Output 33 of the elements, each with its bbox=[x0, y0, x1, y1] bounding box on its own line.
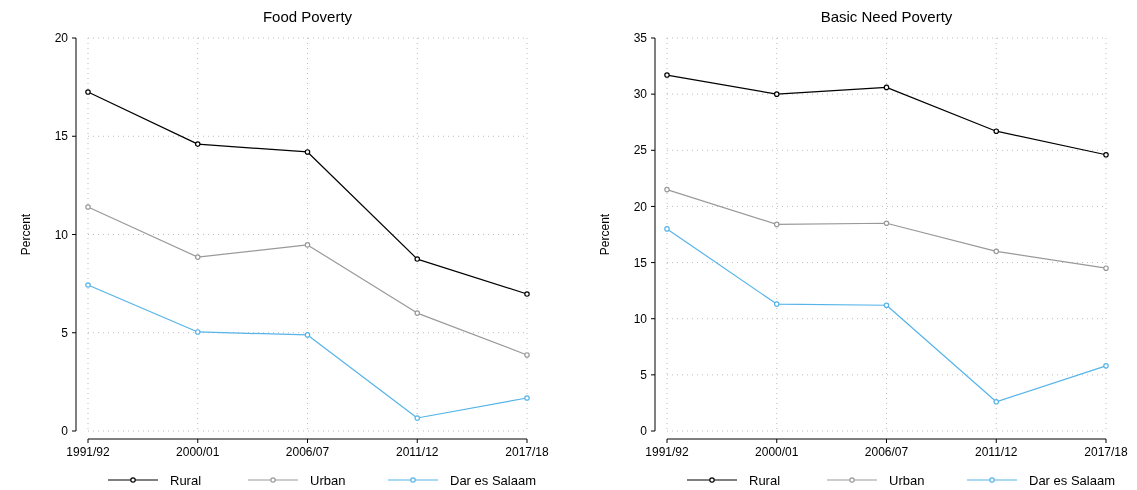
y-axis-title: Percent bbox=[19, 213, 33, 256]
y-tick-label: 20 bbox=[54, 31, 69, 46]
legend-label: Urban bbox=[889, 472, 925, 488]
x-tick-label: 1991/92 bbox=[645, 445, 690, 459]
y-tick-label: 5 bbox=[61, 325, 69, 340]
y-tick-label: 35 bbox=[633, 31, 648, 46]
x-tick-label: 2011/12 bbox=[396, 445, 439, 459]
chart-title: Basic Need Poverty bbox=[820, 8, 953, 25]
legend-label: Rural bbox=[170, 472, 202, 488]
x-tick-label: 2006/07 bbox=[864, 445, 909, 459]
x-tick-label: 2017/18 bbox=[1084, 445, 1129, 459]
x-tick-label: 2011/12 bbox=[975, 445, 1018, 459]
x-tick-label: 2006/07 bbox=[285, 445, 330, 459]
x-tick-label: 1991/92 bbox=[66, 445, 111, 459]
y-tick-label: 20 bbox=[633, 199, 648, 214]
y-axis-title: Percent bbox=[598, 213, 612, 256]
legend-label: Urban bbox=[310, 472, 346, 488]
y-tick-label: 5 bbox=[640, 368, 648, 383]
y-tick-label: 10 bbox=[54, 227, 69, 242]
y-tick-label: 0 bbox=[640, 424, 648, 439]
y-tick-label: 10 bbox=[633, 311, 648, 326]
legend-label: Dar es Salaam bbox=[450, 472, 536, 488]
y-tick-label: 15 bbox=[54, 129, 69, 144]
y-tick-label: 30 bbox=[633, 87, 648, 102]
y-tick-label: 0 bbox=[61, 424, 69, 439]
x-tick-label: 2000/01 bbox=[755, 445, 799, 459]
x-tick-label: 2017/18 bbox=[505, 445, 550, 459]
y-tick-label: 25 bbox=[633, 143, 648, 158]
x-tick-label: 2000/01 bbox=[176, 445, 220, 459]
y-tick-label: 15 bbox=[633, 255, 648, 270]
chart-title: Food Poverty bbox=[262, 8, 353, 25]
legend-label: Dar es Salaam bbox=[1029, 472, 1115, 488]
legend-label: Rural bbox=[749, 472, 781, 488]
